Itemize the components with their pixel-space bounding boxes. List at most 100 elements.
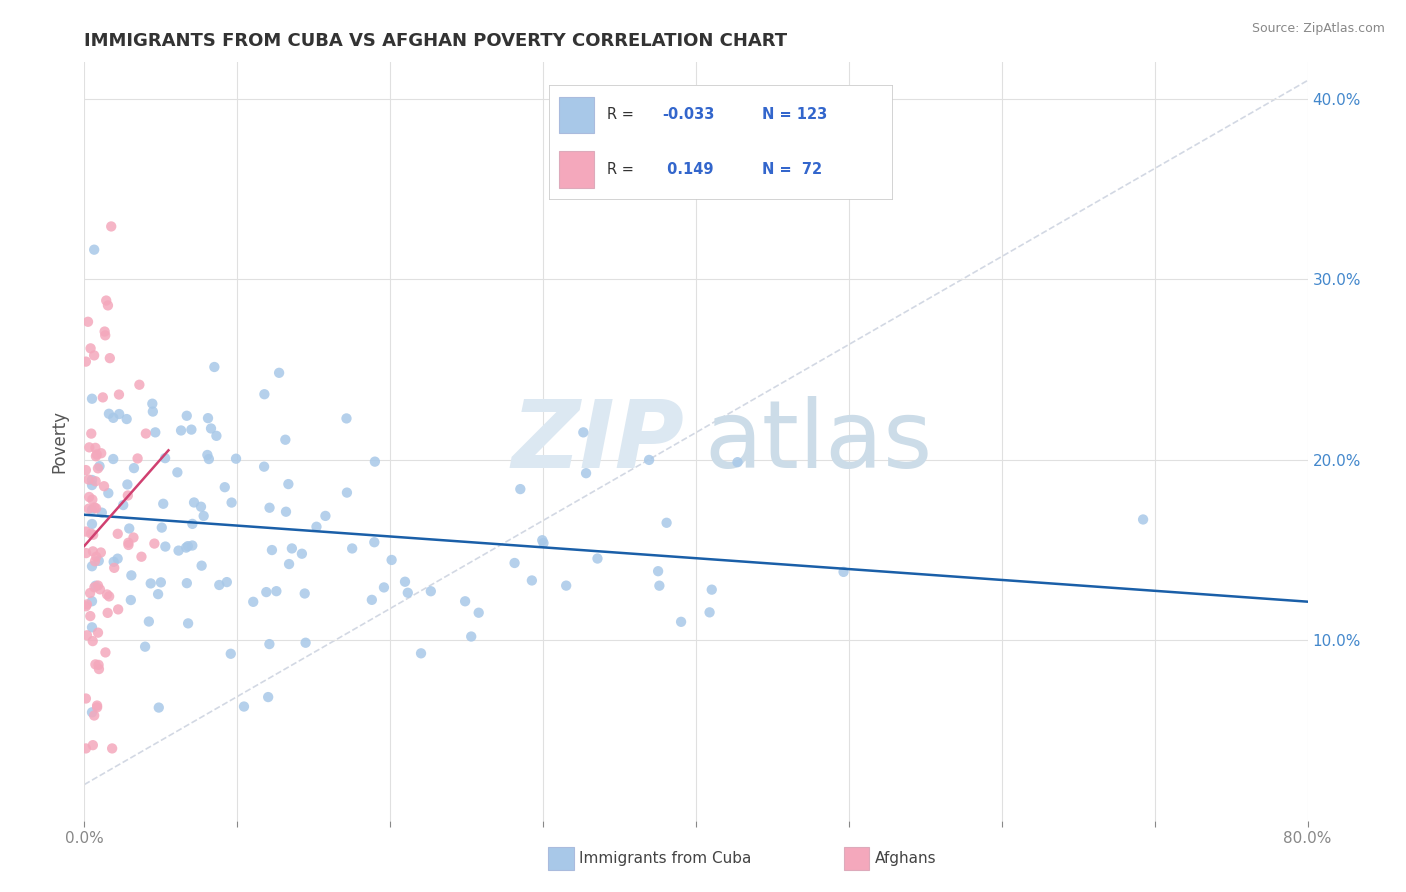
Point: [79, 609, 101, 624]
Point: [103, 410, 125, 425]
Point: [83, 708, 105, 723]
Point: [214, 480, 236, 494]
Point: [117, 477, 139, 491]
Point: [80, 706, 103, 720]
Point: [134, 640, 156, 654]
Point: [266, 584, 288, 599]
Point: [80, 594, 103, 608]
Point: [86, 698, 108, 713]
Point: [274, 433, 297, 447]
Point: [174, 541, 197, 555]
Point: [460, 630, 482, 644]
Point: [90, 446, 112, 460]
Point: [98, 351, 121, 366]
Point: [533, 536, 555, 550]
Point: [82, 528, 104, 542]
Point: [177, 539, 200, 553]
Point: [254, 585, 277, 599]
Point: [87, 657, 110, 672]
Point: [90, 545, 112, 559]
Point: [381, 553, 404, 567]
Point: [84, 579, 107, 593]
Point: [84, 554, 107, 568]
Point: [143, 425, 166, 440]
Point: [135, 426, 157, 441]
Text: Immigrants from Cuba: Immigrants from Cuba: [579, 852, 752, 866]
Point: [76, 628, 98, 642]
Point: [419, 584, 441, 599]
Point: [143, 536, 166, 550]
Text: Source: ZipAtlas.com: Source: ZipAtlas.com: [1251, 22, 1385, 36]
Point: [277, 477, 299, 491]
Point: [75, 546, 97, 560]
Point: [555, 579, 578, 593]
Point: [89, 459, 111, 474]
Point: [82, 738, 104, 752]
Point: [314, 508, 336, 523]
Point: [467, 606, 489, 620]
Point: [647, 564, 669, 578]
Point: [82, 634, 104, 648]
Point: [176, 576, 198, 591]
Point: [409, 646, 432, 660]
Point: [150, 520, 173, 534]
Point: [363, 535, 385, 549]
Point: [118, 521, 141, 535]
Point: [77, 441, 100, 455]
Point: [221, 495, 243, 509]
Point: [117, 538, 139, 552]
Point: [103, 555, 125, 569]
Point: [148, 700, 170, 714]
Y-axis label: Poverty: Poverty: [51, 410, 69, 473]
Point: [294, 636, 316, 650]
Point: [219, 647, 242, 661]
Point: [340, 541, 363, 556]
Point: [107, 602, 129, 616]
Point: [93, 325, 115, 339]
Point: [180, 423, 202, 437]
Point: [128, 377, 150, 392]
Point: [94, 645, 117, 659]
Point: [138, 615, 160, 629]
Point: [176, 409, 198, 423]
Point: [335, 411, 357, 425]
Point: [87, 461, 110, 475]
Text: IMMIGRANTS FROM CUBA VS AFGHAN POVERTY CORRELATION CHART: IMMIGRANTS FROM CUBA VS AFGHAN POVERTY C…: [84, 32, 787, 50]
Point: [77, 490, 100, 504]
Point: [200, 421, 222, 435]
Point: [394, 574, 416, 589]
Point: [87, 662, 110, 676]
Point: [294, 586, 316, 600]
Point: [669, 615, 692, 629]
Point: [197, 411, 219, 425]
Text: Afghans: Afghans: [875, 852, 936, 866]
Point: [80, 478, 103, 492]
Point: [586, 551, 609, 566]
Text: atlas: atlas: [704, 395, 932, 488]
Point: [336, 485, 359, 500]
Point: [699, 605, 721, 619]
Point: [103, 452, 125, 467]
Point: [131, 549, 153, 564]
Point: [87, 578, 110, 592]
Point: [80, 392, 103, 406]
Point: [259, 637, 281, 651]
Point: [122, 461, 145, 475]
Point: [648, 579, 671, 593]
Point: [83, 580, 105, 594]
Point: [86, 700, 108, 714]
Point: [84, 657, 107, 672]
Point: [97, 407, 120, 421]
Point: [75, 691, 97, 706]
Point: [107, 526, 129, 541]
Point: [233, 699, 256, 714]
Point: [509, 482, 531, 496]
Point: [269, 366, 291, 380]
Point: [167, 543, 190, 558]
Point: [75, 741, 97, 756]
Point: [700, 582, 723, 597]
Point: [97, 486, 120, 500]
Point: [225, 451, 247, 466]
Point: [79, 342, 101, 356]
Point: [117, 535, 139, 549]
